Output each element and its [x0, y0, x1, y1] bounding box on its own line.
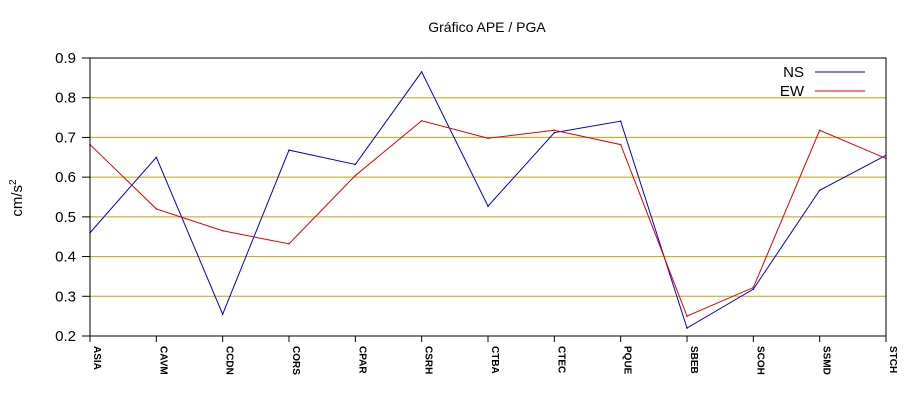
data-point-ns-cpar [354, 163, 357, 166]
grid-layer [90, 97, 886, 297]
x-tick-label-asia: ASIA [91, 346, 102, 370]
y-tick-label-0.6: 0.6 [55, 169, 76, 186]
x-tick-label-stch: STCH [887, 346, 898, 373]
x-tick-label-sbeb: SBEB [688, 346, 699, 374]
y-axis-label-main: cm/s [9, 185, 26, 217]
x-tick-label-cavm: CAVM [157, 346, 168, 375]
data-point-ns-pque [619, 120, 622, 122]
y-tick-label-0.3: 0.3 [55, 288, 76, 305]
plot-frame [89, 57, 887, 337]
x-tick-label-ccdn: CCDN [224, 346, 235, 375]
data-point-ew-sbeb [686, 315, 688, 317]
series-line-ns [89, 70, 887, 329]
x-tick-label-cors: CORS [290, 346, 301, 375]
x-tick-label-ctba: CTBA [489, 346, 500, 374]
data-point-ew-scoh [752, 286, 755, 289]
y-tick-label-0.7: 0.7 [55, 129, 76, 146]
data-point-ns-ccdn [221, 313, 224, 315]
data-point-ns-ctec [553, 131, 556, 134]
data-point-ew-cpar [354, 174, 357, 177]
data-point-ew-ctec [553, 129, 556, 132]
data-point-ew-ccdn [221, 229, 224, 232]
data-point-ew-csrh [420, 119, 423, 122]
y-tick-label-0.5: 0.5 [55, 209, 76, 226]
data-point-ns-csrh [420, 71, 423, 73]
x-tick-label-ssmd: SSMD [821, 346, 832, 375]
y-tick-label-0.9: 0.9 [55, 50, 76, 67]
data-point-ew-ctba [487, 137, 489, 140]
chart-title: Gráfico APE / PGA [428, 19, 546, 35]
data-point-ns-ssmd [818, 189, 821, 192]
x-tick-label-cpar: CPAR [356, 346, 367, 374]
x-tick-label-csrh: CSRH [423, 346, 434, 374]
data-point-ew-pque [619, 143, 622, 146]
data-point-ns-scoh [752, 288, 755, 290]
legend-label-ns: NS [783, 64, 804, 81]
y-tick-label-0.2: 0.2 [55, 328, 76, 345]
y-axis-label: cm/s2 [8, 179, 26, 217]
data-point-ns-cavm [155, 156, 158, 159]
y-axis-label-superscript: 2 [8, 179, 19, 185]
legend-label-ew: EW [780, 83, 805, 100]
y-tick-label-0.4: 0.4 [55, 249, 76, 266]
x-tick-label-pque: PQUE [622, 346, 633, 375]
data-point-ns-sbeb [686, 327, 688, 329]
x-tick-label-ctec: CTEC [555, 346, 566, 373]
series-line-ew [89, 120, 887, 317]
series-layer [89, 70, 887, 329]
x-tick-label-scoh: SCOH [754, 346, 765, 375]
data-point-ew-ssmd [818, 129, 821, 132]
y-tick-label-0.8: 0.8 [55, 90, 76, 107]
data-point-ew-cavm [155, 208, 158, 210]
axis-layer: 0.2 0.3 0.4 0.5 0.6 0.7 0.8 0.9 ASIA CAVM CCDN CORS… [55, 50, 898, 375]
data-point-ns-ctba [487, 205, 489, 207]
legend: NS EW [780, 64, 865, 100]
data-point-ew-cors [288, 243, 290, 245]
data-point-ns-cors [288, 149, 290, 151]
